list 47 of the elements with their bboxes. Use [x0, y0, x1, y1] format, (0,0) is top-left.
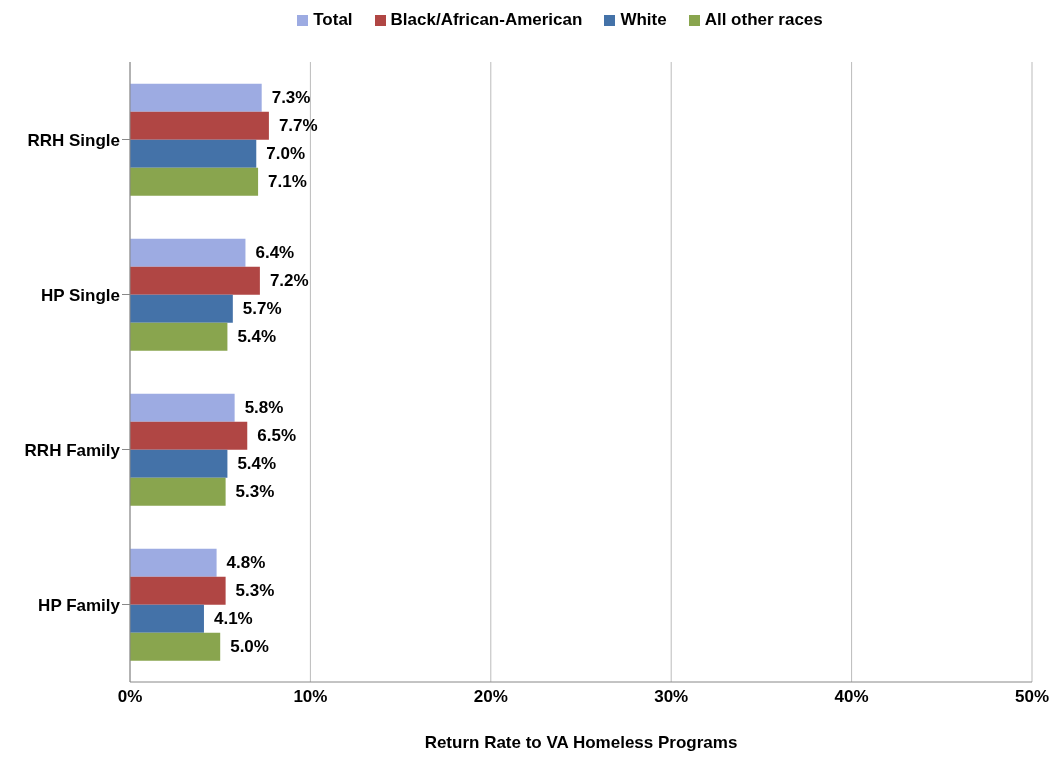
bar [130, 238, 246, 267]
data-label: 5.4% [237, 327, 277, 347]
bar [130, 322, 228, 351]
bar [130, 266, 260, 295]
data-label: 5.0% [230, 637, 269, 657]
data-label: 4.1% [213, 609, 253, 629]
bar [130, 111, 269, 140]
bar [130, 477, 226, 506]
data-label: 5.3% [235, 581, 275, 601]
legend-label: Black/African-American [390, 10, 583, 30]
bar [130, 393, 235, 422]
bar [130, 83, 262, 112]
x-tick-label: 30% [654, 687, 689, 707]
x-tick-label: 0% [117, 687, 143, 707]
bar [130, 576, 226, 605]
bar [130, 449, 228, 478]
data-label: 5.4% [237, 454, 277, 474]
bar [130, 421, 248, 450]
x-tick-label: 40% [834, 687, 869, 707]
data-label: 5.7% [242, 299, 282, 319]
x-tick-label: 10% [293, 687, 328, 707]
bar [130, 632, 221, 661]
y-tick-label: RRH Family [24, 440, 121, 460]
legend-label: All other races [704, 10, 823, 30]
data-label: 6.4% [255, 243, 295, 263]
data-label: 7.0% [266, 144, 306, 164]
data-label: 5.8% [244, 398, 284, 418]
data-label: 7.7% [278, 116, 318, 136]
bar [130, 167, 259, 196]
data-label: 6.5% [257, 426, 297, 446]
bar [130, 139, 257, 168]
x-axis-title: Return Rate to VA Homeless Programs [424, 733, 738, 752]
y-tick-label: RRH Single [27, 130, 120, 150]
legend-label: Total [313, 10, 353, 30]
bar [130, 604, 204, 633]
data-label: 7.3% [271, 88, 311, 108]
y-tick-label: HP Family [38, 595, 121, 615]
bar [130, 294, 233, 323]
x-tick-label: 20% [473, 687, 508, 707]
y-tick-label: HP Single [40, 285, 120, 305]
data-label: 7.2% [269, 271, 309, 291]
bar [130, 548, 217, 577]
data-label: 5.3% [235, 482, 275, 502]
x-tick-label: 50% [1014, 687, 1050, 707]
data-label: 7.1% [268, 172, 307, 192]
data-label: 4.8% [226, 553, 266, 573]
legend-label: White [620, 10, 667, 30]
